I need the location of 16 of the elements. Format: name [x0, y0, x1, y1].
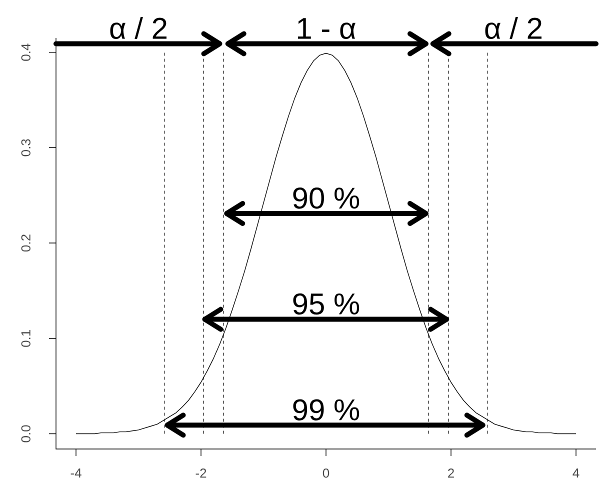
x-tick-label: -4 — [70, 468, 82, 478]
annotation: 99 % — [293, 399, 360, 420]
x-tick-label: 4 — [572, 468, 580, 478]
x-tick-label: 0 — [322, 468, 330, 478]
y-tick-label: 0.2 — [21, 234, 30, 252]
annotation: α / 2 — [485, 16, 542, 40]
x-tick-label: -2 — [196, 468, 206, 478]
y-tick-label: 0.4 — [21, 44, 30, 61]
annotation: 95 % — [293, 293, 360, 315]
annotation: 1 - α — [298, 18, 356, 40]
y-tick-label: 0.1 — [21, 330, 30, 347]
y-tick-label: 0.0 — [21, 425, 30, 442]
y-tick-label: 0.3 — [21, 139, 30, 156]
x-tick-label: 2 — [448, 468, 454, 478]
annotation: 90 % — [293, 188, 360, 209]
annotation: α / 2 — [110, 16, 166, 40]
